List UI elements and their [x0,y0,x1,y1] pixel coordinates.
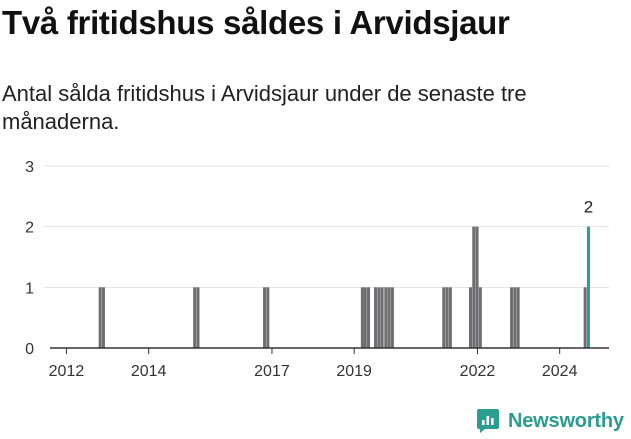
bar [472,226,476,348]
y-tick-label: 0 [25,341,34,358]
y-tick-label: 2 [25,220,34,237]
x-tick-label: 2012 [49,363,85,380]
bar [374,287,378,348]
bar [193,287,197,348]
x-tick-label: 2019 [336,363,372,380]
x-tick-label: 2022 [460,363,496,380]
bar [196,287,200,348]
x-tick-label: 2017 [254,363,290,380]
bar [478,287,482,348]
bars [98,226,590,348]
bar [516,287,520,348]
y-tick-label: 1 [25,280,34,297]
y-axis-labels: 0 1 2 3 [25,159,34,358]
bar [377,287,381,348]
annotations: 2 [584,198,593,217]
bar [468,287,472,348]
bar [360,287,364,348]
bar [266,287,270,348]
bar [380,287,384,348]
bar [448,287,452,348]
bar [367,287,371,348]
bar [445,287,449,348]
gridlines [44,165,609,288]
bar [583,287,587,348]
bar [475,226,479,348]
newsworthy-logo-icon [477,409,499,433]
x-tick-label: 2014 [131,363,167,380]
brand-name: Newsworthy [508,409,624,432]
bar [390,287,394,348]
bar [384,287,388,348]
highlight-bar [586,226,590,348]
newsworthy-logo: Newsworthy [476,408,624,434]
x-tick-label: 2024 [542,363,578,380]
bar [442,287,446,348]
chart-title: Två fritidshus såldes i Arvidsjaur [2,4,510,41]
bar [510,287,514,348]
bar [363,287,367,348]
chart-subtitle: Antal sålda fritidshus i Arvidsjaur unde… [2,81,527,134]
highlight-value-label: 2 [584,198,593,217]
bar [263,287,267,348]
bar [98,287,102,348]
bar [387,287,391,348]
bar [513,287,517,348]
bar [101,287,105,348]
x-axis-ticks: 2012 2014 2017 2019 2022 2024 [49,348,578,380]
y-tick-label: 3 [25,159,34,176]
